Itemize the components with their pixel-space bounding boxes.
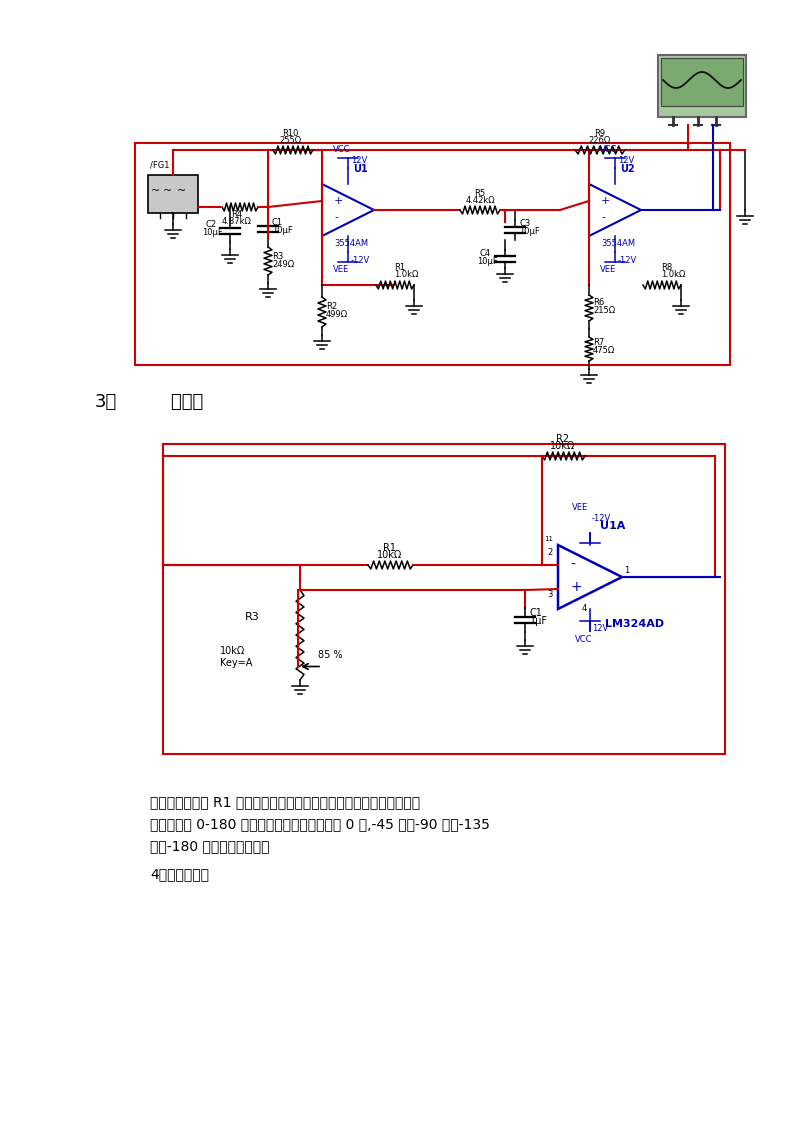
Text: R9: R9 bbox=[594, 129, 606, 138]
Text: 12V: 12V bbox=[618, 156, 634, 165]
Text: VEE: VEE bbox=[600, 265, 616, 274]
Text: 11: 11 bbox=[544, 535, 553, 542]
Text: 12V: 12V bbox=[592, 624, 608, 633]
Text: 10μF: 10μF bbox=[272, 226, 293, 235]
Text: R6: R6 bbox=[593, 298, 604, 307]
Text: 4、反相相加器: 4、反相相加器 bbox=[150, 867, 209, 881]
Text: 可以得到在 0-180 度之间任意移相値。可选取 0 度,-45 度，-90 度，-135: 可以得到在 0-180 度之间任意移相値。可选取 0 度,-45 度，-90 度… bbox=[150, 817, 490, 831]
Text: 3554AM: 3554AM bbox=[601, 240, 635, 249]
Text: 215Ω: 215Ω bbox=[593, 306, 615, 315]
Text: 10kΩ: 10kΩ bbox=[550, 441, 576, 451]
Text: 度，-180 度这五个特殊値。: 度，-180 度这五个特殊値。 bbox=[150, 839, 270, 854]
Text: Key=A: Key=A bbox=[220, 659, 252, 669]
Text: VCC: VCC bbox=[600, 145, 618, 154]
Text: 4.42kΩ: 4.42kΩ bbox=[465, 196, 495, 205]
Text: R1: R1 bbox=[394, 263, 405, 272]
Text: C1: C1 bbox=[272, 218, 283, 228]
Text: VCC: VCC bbox=[575, 635, 593, 644]
Text: R3: R3 bbox=[245, 612, 260, 621]
Bar bbox=[135, 143, 730, 365]
Text: R2: R2 bbox=[326, 302, 337, 311]
Text: 4: 4 bbox=[582, 604, 587, 614]
Text: 1.0kΩ: 1.0kΩ bbox=[661, 271, 686, 278]
Text: VEE: VEE bbox=[333, 265, 350, 274]
Text: -12V: -12V bbox=[618, 256, 638, 265]
Text: 255Ω: 255Ω bbox=[279, 136, 301, 145]
Text: VEE: VEE bbox=[572, 503, 588, 512]
Text: 3、: 3、 bbox=[95, 393, 118, 411]
Text: 这里把移相器的 R1 改为一个滑动变阔器，通过改变滑动变阔器的阔値: 这里把移相器的 R1 改为一个滑动变阔器，通过改变滑动变阔器的阔値 bbox=[150, 795, 420, 809]
Text: -: - bbox=[334, 212, 338, 222]
Text: +: + bbox=[570, 580, 582, 594]
Text: 226Ω: 226Ω bbox=[589, 136, 611, 145]
Text: 移相器: 移相器 bbox=[148, 393, 203, 411]
Bar bbox=[661, 58, 743, 106]
Text: C4: C4 bbox=[480, 249, 491, 258]
Text: +: + bbox=[334, 196, 343, 206]
Text: 499Ω: 499Ω bbox=[326, 310, 348, 319]
Text: ~: ~ bbox=[176, 186, 186, 196]
Text: 1.0kΩ: 1.0kΩ bbox=[394, 271, 418, 278]
Text: +: + bbox=[601, 196, 610, 206]
Text: 10μF: 10μF bbox=[202, 228, 222, 237]
Text: U2: U2 bbox=[620, 164, 634, 174]
Text: 10kΩ: 10kΩ bbox=[378, 550, 402, 560]
Text: C2: C2 bbox=[205, 220, 216, 229]
Text: 1μF: 1μF bbox=[530, 616, 548, 626]
Text: -: - bbox=[601, 212, 605, 222]
Text: 85 %: 85 % bbox=[318, 651, 342, 660]
Text: R5: R5 bbox=[474, 189, 486, 198]
Text: U1: U1 bbox=[353, 164, 368, 174]
Text: 12V: 12V bbox=[351, 156, 367, 165]
Bar bbox=[163, 444, 725, 754]
Text: R8: R8 bbox=[661, 263, 672, 272]
Text: C1: C1 bbox=[530, 608, 543, 618]
Text: ~: ~ bbox=[163, 186, 173, 196]
Bar bbox=[148, 175, 198, 213]
Text: 249Ω: 249Ω bbox=[272, 260, 294, 269]
Text: -12V: -12V bbox=[351, 256, 370, 265]
Text: R7: R7 bbox=[593, 338, 604, 348]
Text: 10μF: 10μF bbox=[519, 228, 540, 235]
Text: 3: 3 bbox=[548, 590, 553, 599]
Text: R4: R4 bbox=[231, 211, 242, 218]
Text: 3554AM: 3554AM bbox=[334, 240, 368, 249]
Text: 2: 2 bbox=[548, 548, 553, 557]
Text: LM324AD: LM324AD bbox=[605, 619, 664, 629]
Text: R2: R2 bbox=[557, 434, 570, 444]
Text: 4.87kΩ: 4.87kΩ bbox=[222, 217, 252, 226]
Text: R1: R1 bbox=[383, 543, 397, 554]
Text: 1: 1 bbox=[624, 566, 630, 575]
Text: U1A: U1A bbox=[600, 521, 626, 531]
Text: R10: R10 bbox=[282, 129, 298, 138]
Text: 10kΩ: 10kΩ bbox=[220, 646, 246, 657]
Text: R3: R3 bbox=[272, 252, 283, 261]
Text: 10μF: 10μF bbox=[477, 257, 498, 266]
Text: -12V: -12V bbox=[592, 514, 611, 523]
Text: -: - bbox=[570, 558, 575, 572]
Text: 475Ω: 475Ω bbox=[593, 346, 615, 355]
Text: /FG1: /FG1 bbox=[150, 161, 170, 170]
Bar bbox=[658, 55, 746, 117]
Text: C3: C3 bbox=[519, 218, 530, 228]
Text: ~: ~ bbox=[150, 186, 160, 196]
Text: VCC: VCC bbox=[333, 145, 350, 154]
